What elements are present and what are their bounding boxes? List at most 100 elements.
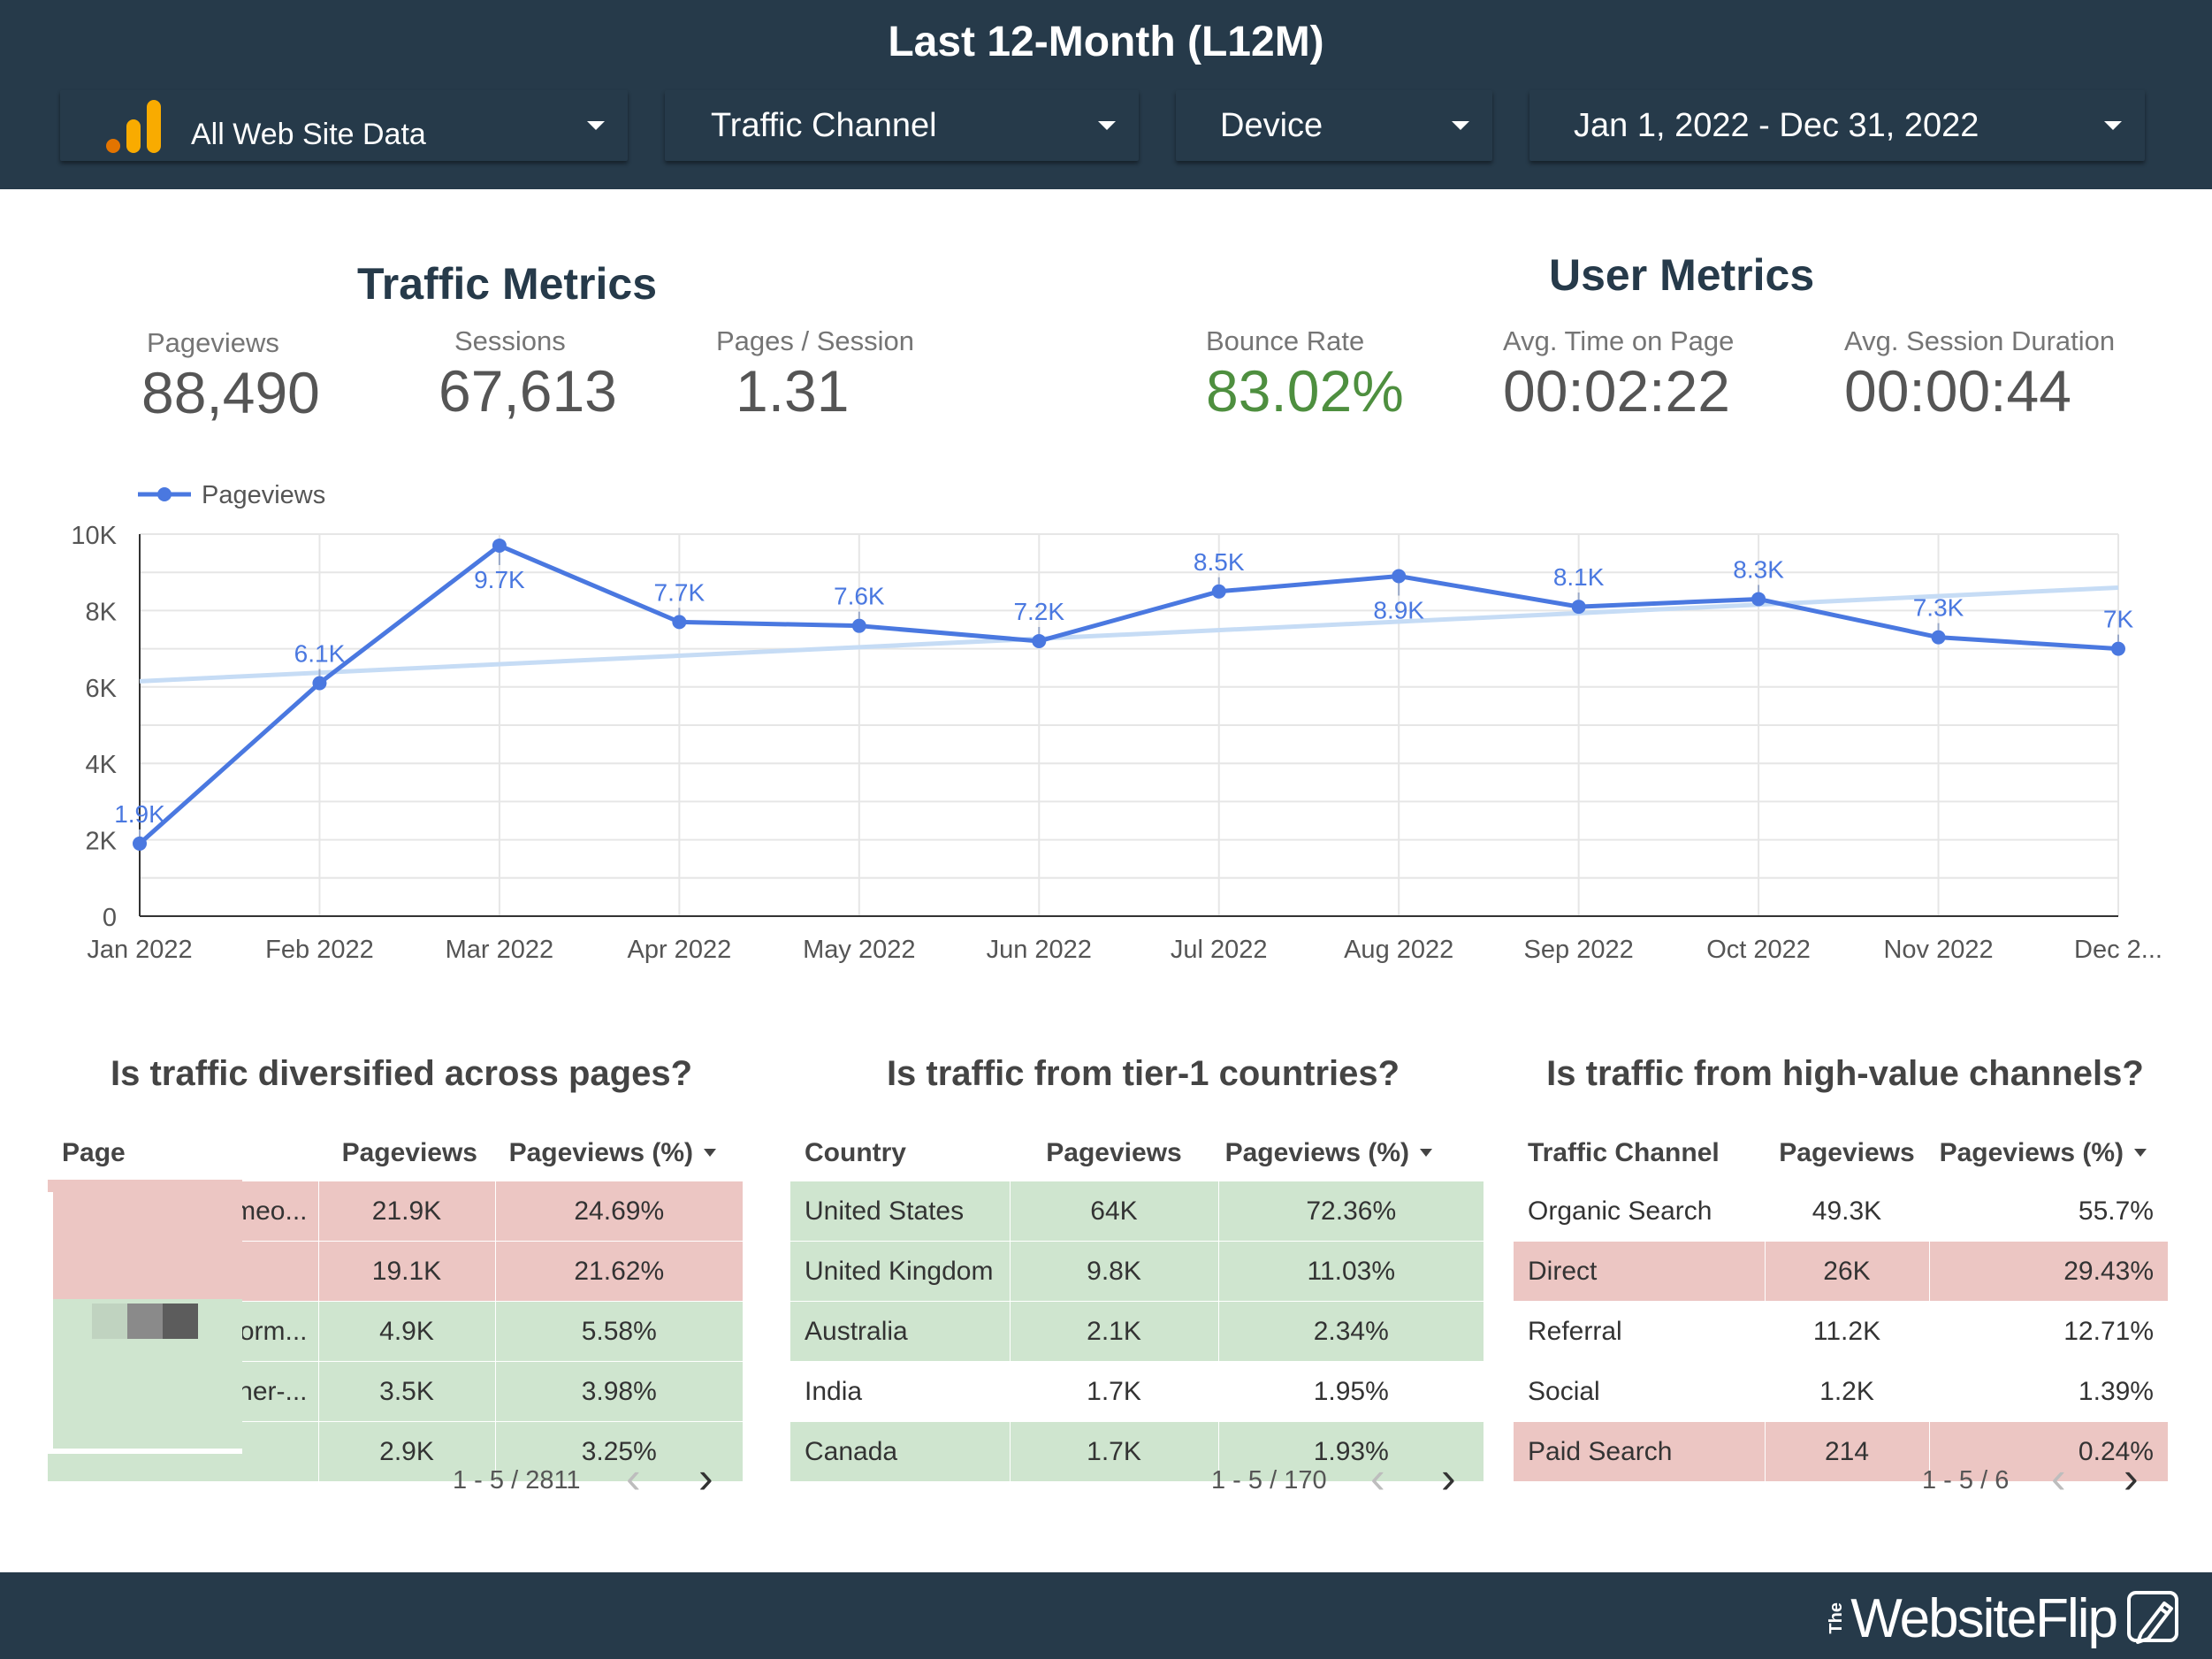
chevron-right-icon[interactable]: › bbox=[1441, 1453, 1456, 1502]
pageviews-cell: 21.9K bbox=[317, 1181, 495, 1242]
column-header-pageviews-pct[interactable]: Pageviews (%) bbox=[495, 1125, 743, 1181]
data-point bbox=[1392, 569, 1407, 584]
data-point bbox=[1751, 592, 1766, 607]
table-row[interactable]: 19.1K 21.62% bbox=[48, 1241, 743, 1302]
pageviews-cell: 2.1K bbox=[1009, 1301, 1218, 1362]
country-cell: United Kingdom bbox=[790, 1241, 1010, 1302]
data-label: 7K bbox=[2103, 606, 2134, 633]
sort-descending-icon bbox=[1420, 1149, 1432, 1157]
table-row[interactable]: United States 64K 72.36% bbox=[790, 1181, 1484, 1242]
column-header-traffic-channel[interactable]: Traffic Channel bbox=[1528, 1138, 1720, 1167]
table-row[interactable]: Referral 11.2K 12.71% bbox=[1514, 1301, 2168, 1362]
device-filter[interactable]: Device bbox=[1176, 90, 1492, 161]
table-row[interactable]: United Kingdom 9.8K 11.03% bbox=[790, 1241, 1484, 1302]
pct-cell: 1.93% bbox=[1217, 1421, 1484, 1482]
chevron-right-icon[interactable]: › bbox=[698, 1453, 713, 1502]
data-source-selector[interactable]: All Web Site Data bbox=[60, 90, 628, 161]
chevron-left-icon[interactable]: ‹ bbox=[1370, 1453, 1385, 1502]
date-range-label: Jan 1, 2022 - Dec 31, 2022 bbox=[1574, 106, 1979, 144]
pageviews-cell: 3.5K bbox=[317, 1361, 495, 1422]
chevron-left-icon[interactable]: ‹ bbox=[2051, 1453, 2066, 1502]
x-tick-label: Feb 2022 bbox=[265, 936, 374, 964]
pct-cell: 2.34% bbox=[1217, 1301, 1484, 1362]
data-label: 7.6K bbox=[834, 583, 885, 610]
sessions-value: 67,613 bbox=[439, 358, 617, 424]
column-header-pageviews[interactable]: Pageviews bbox=[1046, 1138, 1182, 1167]
column-header-label: Pageviews (%) bbox=[508, 1138, 693, 1167]
x-tick-label: Nov 2022 bbox=[1883, 936, 1993, 964]
table-row[interactable]: Paid Search 214 0.24% bbox=[1514, 1421, 2168, 1482]
chevron-down-icon bbox=[587, 121, 605, 130]
pages-table: Page Pageviews Pageviews (%) meo... 21.9K… bbox=[48, 1125, 743, 1482]
pct-cell: 1.39% bbox=[1928, 1361, 2168, 1422]
column-header-country[interactable]: Country bbox=[805, 1138, 906, 1167]
pencil-icon bbox=[2127, 1591, 2178, 1644]
column-header-page[interactable]: Page bbox=[62, 1138, 126, 1167]
table-row[interactable]: Social 1.2K 1.39% bbox=[1514, 1361, 2168, 1422]
chevron-left-icon[interactable]: ‹ bbox=[626, 1453, 641, 1502]
column-header-pageviews-pct[interactable]: Pageviews (%) bbox=[1929, 1125, 2168, 1181]
country-cell: India bbox=[790, 1361, 1010, 1422]
column-header-label: Pageviews (%) bbox=[1224, 1138, 1409, 1167]
bounce-rate-value: 83.02% bbox=[1206, 358, 1404, 424]
pageviews-cell: 1.7K bbox=[1009, 1421, 1218, 1482]
pageviews-cell: 26K bbox=[1764, 1241, 1929, 1302]
data-label: 6.1K bbox=[294, 639, 346, 667]
column-header-pageviews[interactable]: Pageviews bbox=[1779, 1138, 1915, 1167]
data-point bbox=[672, 615, 687, 630]
bounce-rate-label: Bounce Rate bbox=[1206, 325, 1365, 356]
column-header-pageviews[interactable]: Pageviews bbox=[341, 1138, 477, 1167]
pct-cell: 0.24% bbox=[1928, 1421, 2168, 1482]
channel-cell: Referral bbox=[1514, 1301, 1765, 1362]
table-row[interactable]: Organic Search 49.3K 55.7% bbox=[1514, 1181, 2168, 1242]
trendline bbox=[139, 585, 2119, 684]
channel-cell: Organic Search bbox=[1514, 1181, 1765, 1242]
pct-cell: 55.7% bbox=[1928, 1181, 2168, 1242]
sort-descending-icon bbox=[704, 1149, 716, 1157]
y-tick-label: 4K bbox=[86, 751, 118, 779]
date-range-picker[interactable]: Jan 1, 2022 - Dec 31, 2022 bbox=[1529, 90, 2145, 161]
pct-cell: 1.95% bbox=[1217, 1361, 1484, 1422]
x-tick-label: Dec 2... bbox=[2074, 936, 2162, 964]
data-point bbox=[1931, 630, 1946, 645]
channels-table: Traffic Channel Pageviews Pageviews (%) … bbox=[1514, 1125, 2168, 1482]
x-tick-label: Apr 2022 bbox=[628, 936, 732, 964]
country-cell: Canada bbox=[790, 1421, 1010, 1482]
table-row[interactable]: India 1.7K 1.95% bbox=[790, 1361, 1484, 1422]
chevron-right-icon[interactable]: › bbox=[2124, 1453, 2139, 1502]
brand-logo-text: WebsiteFlip bbox=[1850, 1587, 2118, 1649]
pct-cell: 11.03% bbox=[1217, 1241, 1484, 1302]
avg-session-duration-value: 00:00:44 bbox=[1844, 358, 2071, 424]
traffic-metrics-title: Traffic Metrics bbox=[357, 259, 658, 309]
column-header-label: Pageviews (%) bbox=[1939, 1138, 2124, 1167]
countries-pagination-label: 1 - 5 / 170 bbox=[1211, 1466, 1327, 1495]
chevron-down-icon bbox=[1452, 121, 1469, 130]
data-label: 1.9K bbox=[114, 800, 165, 828]
pct-cell: 12.71% bbox=[1928, 1301, 2168, 1362]
table-row[interactable]: Australia 2.1K 2.34% bbox=[790, 1301, 1484, 1362]
pages-question-title: Is traffic diversified across pages? bbox=[110, 1054, 693, 1093]
brand-logo: The WebsiteFlip bbox=[1804, 1583, 2184, 1654]
pct-cell: 72.36% bbox=[1217, 1181, 1484, 1242]
table-row[interactable]: Direct 26K 29.43% bbox=[1514, 1241, 2168, 1302]
y-tick-label: 6K bbox=[86, 675, 118, 703]
sessions-label: Sessions bbox=[454, 325, 566, 356]
data-label: 8.9K bbox=[1373, 597, 1424, 624]
country-cell: Australia bbox=[790, 1301, 1010, 1362]
data-point bbox=[492, 538, 507, 553]
channel-cell: Social bbox=[1514, 1361, 1765, 1422]
traffic-channel-filter[interactable]: Traffic Channel bbox=[665, 90, 1139, 161]
data-point bbox=[312, 676, 327, 691]
footer-bar bbox=[0, 1572, 2212, 1659]
countries-question-title: Is traffic from tier-1 countries? bbox=[886, 1054, 1400, 1093]
data-label: 7.2K bbox=[1013, 598, 1064, 625]
pageviews-cell: 1.7K bbox=[1009, 1361, 1218, 1422]
countries-table: Country Pageviews Pageviews (%) United S… bbox=[790, 1125, 1484, 1482]
chevron-down-icon bbox=[2104, 121, 2122, 130]
data-label: 8.3K bbox=[1733, 555, 1784, 583]
data-label: 7.3K bbox=[1913, 594, 1964, 622]
table-row[interactable]: Canada 1.7K 1.93% bbox=[790, 1421, 1484, 1482]
column-header-pageviews-pct[interactable]: Pageviews (%) bbox=[1218, 1125, 1484, 1181]
data-point bbox=[851, 618, 866, 633]
data-label: 8.5K bbox=[1194, 548, 1245, 576]
